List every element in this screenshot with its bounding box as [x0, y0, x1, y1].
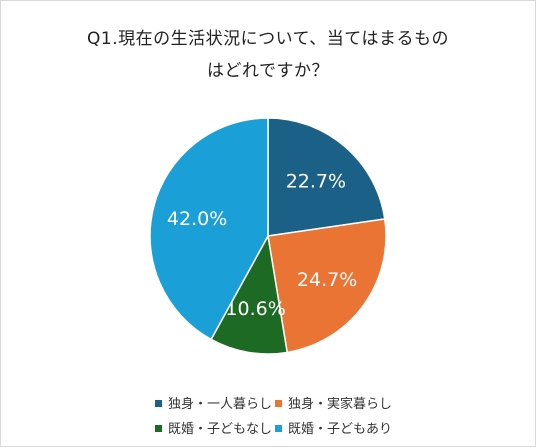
chart-title-line1: Q1.現在の生活状況について、当てはまるもの [87, 29, 449, 49]
legend-label-married-with-children: 既婚・子どもあり [288, 422, 393, 437]
legend-label-married-no-children: 既婚・子どもなし [168, 422, 273, 437]
data-label-married-with-children: 42.0% [167, 208, 227, 230]
pie-slice-married-with-children [149, 117, 269, 341]
legend-label-single-alone: 独身・一人暮らし [168, 397, 273, 412]
legend-swatch-single-alone [155, 400, 162, 407]
pie-slice-single-alone [267, 117, 386, 237]
legend-item-married-with-children: 既婚・子どもあり [275, 418, 392, 437]
data-label-single-alone: 22.7% [286, 171, 346, 193]
data-label-single-parents: 24.7% [297, 269, 357, 291]
legend-swatch-married-no-children [155, 425, 162, 432]
legend-item-single-parents: 独身・実家暮らし [275, 393, 392, 412]
legend-item-single-alone: 独身・一人暮らし [155, 393, 272, 412]
legend-swatch-married-with-children [275, 425, 282, 432]
chart-title-line2: はどれですか？ [207, 61, 329, 81]
pie-slice-married-no-children [210, 233, 289, 355]
data-label-married-no-children: 10.6% [225, 298, 285, 320]
legend-label-single-parents: 独身・実家暮らし [288, 397, 393, 412]
legend-item-married-no-children: 既婚・子どもなし [155, 418, 272, 437]
pie-slice-single-parents [267, 218, 387, 354]
legend-swatch-single-parents [275, 400, 282, 407]
